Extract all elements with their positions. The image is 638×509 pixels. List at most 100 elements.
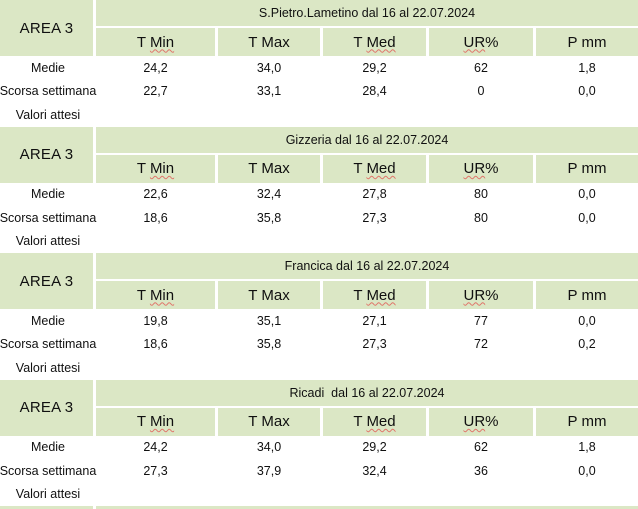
col-header-pmm: P mm bbox=[536, 281, 638, 309]
col-header-text: T bbox=[248, 160, 262, 177]
row-label: Medie bbox=[30, 187, 66, 202]
col-header-tmed: T Med bbox=[323, 28, 426, 56]
table-header: AREA 3 Gizzeria dal 16 al 22.07.2024 T M… bbox=[0, 126, 638, 183]
header-right: Gizzeria dal 16 al 22.07.2024 T Min T Ma… bbox=[96, 126, 638, 183]
table-title: Gizzeria dal 16 al 22.07.2024 bbox=[96, 126, 638, 155]
cell-tmax: 34,0 bbox=[256, 440, 282, 455]
cell-tmin: 24,2 bbox=[143, 440, 168, 455]
cell-tmax: 35,8 bbox=[256, 210, 282, 225]
area-label: AREA 3 bbox=[19, 272, 74, 290]
col-header-ur: UR% bbox=[429, 281, 533, 309]
cell-tmed: 28,4 bbox=[362, 84, 387, 99]
area-table-spietro: AREA 3 S.Pietro.Lametino dal 16 al 22.07… bbox=[0, 0, 638, 127]
cell-tmax: 37,9 bbox=[256, 463, 282, 478]
col-header-tmax: T Max bbox=[218, 28, 320, 56]
cell-pmm: 0,0 bbox=[578, 210, 596, 225]
col-header-text: % bbox=[485, 413, 499, 430]
table-row-attesi: Valori attesi bbox=[0, 483, 638, 507]
col-header-tmin: T Min bbox=[96, 154, 215, 183]
table-title: Ricadi dal 16 al 22.07.2024 bbox=[96, 379, 638, 408]
col-header-text: P bbox=[567, 160, 582, 177]
cell-pmm: 0,0 bbox=[578, 313, 596, 328]
col-header-tmed: T Med bbox=[323, 407, 426, 436]
cell-tmed: 27,1 bbox=[362, 313, 387, 328]
area-cell: AREA 3 bbox=[0, 379, 93, 436]
col-header-text: T bbox=[248, 286, 262, 304]
cell-ur: 80 bbox=[474, 187, 488, 202]
col-header-tmed: T Med bbox=[323, 154, 426, 183]
header-right: Francica dal 16 al 22.07.2024 T Min T Ma… bbox=[96, 253, 638, 309]
cell-tmin: 18,6 bbox=[143, 210, 168, 225]
table-row-medie: Medie 19,8 35,1 27,1 77 0,0 bbox=[0, 309, 638, 333]
col-header-tmin: T Min bbox=[96, 281, 215, 309]
cell-tmin: 22,6 bbox=[143, 187, 168, 202]
area-cell: AREA 3 bbox=[0, 0, 93, 56]
col-header-text: P bbox=[567, 286, 582, 304]
cell-tmed: 29,2 bbox=[362, 440, 387, 455]
cell-ur: 36 bbox=[474, 463, 488, 478]
cell-ur: 62 bbox=[474, 440, 488, 455]
col-header-tmax: T Max bbox=[218, 154, 320, 183]
misspelled-word: UR bbox=[463, 286, 486, 304]
misspelled-word: UR bbox=[463, 413, 486, 430]
col-header-text: T bbox=[136, 160, 150, 177]
cell-tmin: 24,2 bbox=[143, 60, 168, 75]
cell-pmm: 0,0 bbox=[578, 84, 596, 99]
table-row-attesi: Valori attesi bbox=[0, 356, 638, 380]
area-label: AREA 3 bbox=[19, 19, 74, 37]
table-row-attesi: Valori attesi bbox=[0, 103, 638, 127]
cell-pmm: 1,8 bbox=[578, 60, 596, 75]
cell-tmed: 27,8 bbox=[362, 187, 387, 202]
row-label: Medie bbox=[30, 440, 66, 455]
misspelled-word: Min bbox=[149, 286, 175, 304]
cell-ur: 62 bbox=[474, 60, 488, 75]
table-row-medie: Medie 24,2 34,0 29,2 62 1,8 bbox=[0, 56, 638, 80]
col-header-text: Max bbox=[261, 286, 290, 304]
col-header-text: mm bbox=[581, 286, 607, 304]
cell-tmin: 19,8 bbox=[143, 313, 168, 328]
cell-tmed: 32,4 bbox=[362, 463, 387, 478]
col-header-text: % bbox=[485, 160, 499, 177]
col-header-text: T bbox=[353, 286, 367, 304]
row-label: Medie bbox=[30, 60, 66, 75]
table-row-scorsa: Scorsa settimana 18,6 35,8 27,3 80 0,0 bbox=[0, 206, 638, 230]
area-cell: AREA 3 bbox=[0, 253, 93, 309]
table-row-scorsa: Scorsa settimana 18,6 35,8 27,3 72 0,2 bbox=[0, 333, 638, 357]
col-header-text: T bbox=[353, 160, 367, 177]
cell-pmm: 1,8 bbox=[578, 440, 596, 455]
table-row-medie: Medie 24,2 34,0 29,2 62 1,8 bbox=[0, 436, 638, 460]
col-header-text: T bbox=[136, 413, 150, 430]
col-header-text: T bbox=[353, 33, 367, 51]
table-title: S.Pietro.Lametino dal 16 al 22.07.2024 bbox=[96, 0, 638, 28]
col-header-text: mm bbox=[581, 33, 607, 51]
col-header-text: P bbox=[567, 33, 582, 51]
cell-tmax: 32,4 bbox=[256, 187, 282, 202]
area-table-gizzeria: AREA 3 Gizzeria dal 16 al 22.07.2024 T M… bbox=[0, 126, 638, 254]
cell-pmm: 0,0 bbox=[578, 187, 596, 202]
cell-tmed: 29,2 bbox=[362, 60, 387, 75]
col-header-text: % bbox=[485, 33, 499, 51]
column-header-row: T Min T Max T Med UR% P mm bbox=[96, 281, 638, 309]
cell-pmm: 0,2 bbox=[578, 337, 596, 352]
header-right: Ricadi dal 16 al 22.07.2024 T Min T Max … bbox=[96, 379, 638, 436]
row-label: Valori attesi bbox=[15, 360, 81, 375]
cell-pmm: 0,0 bbox=[578, 463, 596, 478]
misspelled-word: Med bbox=[366, 286, 396, 304]
col-header-text: mm bbox=[581, 413, 607, 430]
misspelled-word: Min bbox=[149, 413, 175, 430]
cell-tmed: 27,3 bbox=[362, 210, 387, 225]
misspelled-word: UR bbox=[463, 160, 486, 177]
misspelled-word: Med bbox=[366, 33, 396, 51]
col-header-text: mm bbox=[581, 160, 607, 177]
table-row-attesi: Valori attesi bbox=[0, 230, 638, 254]
misspelled-word: Med bbox=[366, 413, 396, 430]
row-label: Medie bbox=[30, 313, 66, 328]
col-header-text: % bbox=[485, 286, 499, 304]
row-label: Scorsa settimana bbox=[0, 463, 97, 478]
col-header-ur: UR% bbox=[429, 407, 533, 436]
area-table-ricadi: AREA 3 Ricadi dal 16 al 22.07.2024 T Min… bbox=[0, 379, 638, 507]
table-row-scorsa: Scorsa settimana 22,7 33,1 28,4 0 0,0 bbox=[0, 80, 638, 104]
misspelled-word: UR bbox=[463, 33, 486, 51]
col-header-tmin: T Min bbox=[96, 407, 215, 436]
col-header-text: T bbox=[136, 33, 150, 51]
